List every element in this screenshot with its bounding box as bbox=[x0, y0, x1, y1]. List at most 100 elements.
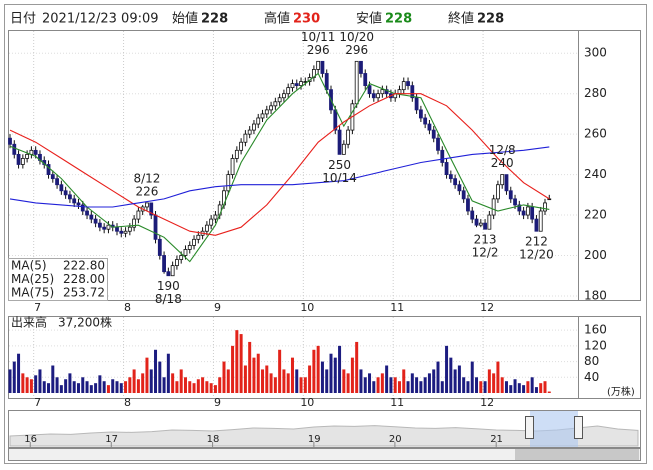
candle-body bbox=[157, 238, 162, 256]
volume-bar bbox=[196, 379, 200, 393]
volume-bar bbox=[526, 381, 530, 393]
scrollbar[interactable] bbox=[8, 448, 641, 461]
candle-body bbox=[371, 93, 376, 99]
candle-body bbox=[461, 190, 466, 200]
volume-bar bbox=[231, 345, 235, 393]
volume-bar bbox=[175, 381, 179, 393]
candle-body bbox=[234, 149, 239, 159]
volume-bar bbox=[256, 353, 260, 393]
volume-bar bbox=[368, 373, 372, 393]
header-low: 228 bbox=[385, 12, 412, 27]
annotation-value: 296 bbox=[345, 43, 368, 57]
candle-body bbox=[115, 226, 119, 232]
candle-body bbox=[286, 87, 291, 95]
volume-bar bbox=[278, 349, 282, 393]
volume-bar bbox=[106, 385, 110, 393]
header-high: 230 bbox=[293, 12, 320, 27]
volume-bar bbox=[111, 379, 115, 393]
candle-body bbox=[97, 222, 102, 228]
volume-bar bbox=[81, 377, 85, 393]
navigator-handle-right[interactable] bbox=[574, 416, 583, 439]
volume-bar bbox=[517, 383, 521, 393]
volume-bar bbox=[128, 377, 132, 393]
candle-body bbox=[196, 234, 201, 240]
header-close: 228 bbox=[477, 12, 504, 27]
volume-bar bbox=[427, 373, 431, 393]
x-tick-label: 9 bbox=[214, 301, 221, 314]
volume-bar bbox=[265, 365, 269, 393]
candle-body bbox=[63, 190, 68, 196]
volume-bar bbox=[496, 361, 500, 393]
volume-bar bbox=[500, 377, 504, 393]
candle-body bbox=[247, 129, 252, 135]
annotation-value: 250 bbox=[328, 158, 351, 172]
volume-bar bbox=[132, 369, 136, 393]
candle-body bbox=[8, 137, 12, 145]
volume-bar bbox=[389, 377, 393, 393]
volume-bar bbox=[218, 377, 222, 393]
volume-bar bbox=[363, 377, 367, 393]
legend-box bbox=[8, 258, 108, 301]
volume-bar bbox=[273, 377, 277, 393]
annotation-value: 226 bbox=[136, 184, 159, 198]
candle-body bbox=[145, 202, 149, 208]
x-tick-label: 12 bbox=[480, 301, 494, 314]
candle-body bbox=[243, 133, 248, 143]
candle-body bbox=[170, 265, 175, 277]
candle-body bbox=[50, 174, 55, 180]
y-tick-label: 120 bbox=[584, 338, 607, 352]
candle-body bbox=[68, 194, 72, 200]
volume-bar bbox=[171, 373, 175, 393]
y-tick-label: 280 bbox=[584, 86, 607, 100]
candle-body bbox=[530, 206, 535, 220]
volume-bar bbox=[38, 369, 42, 393]
candle-body bbox=[427, 123, 432, 131]
volume-current: 37,200株 bbox=[58, 315, 112, 330]
candle-body bbox=[102, 226, 107, 230]
candle-body bbox=[204, 224, 209, 232]
header-label: 高値 bbox=[264, 11, 290, 27]
candle-body bbox=[543, 202, 547, 212]
x-tick-label: 10 bbox=[300, 396, 314, 409]
candle-body bbox=[123, 230, 128, 234]
annotation-date: 12/2 bbox=[472, 246, 499, 260]
candle-body bbox=[209, 218, 214, 226]
volume-bar bbox=[522, 385, 526, 393]
candle-body bbox=[406, 81, 410, 87]
candle-body bbox=[299, 81, 303, 87]
candle-body bbox=[264, 109, 269, 115]
y-tick-label: 180 bbox=[584, 288, 607, 302]
navigator-selection[interactable] bbox=[530, 411, 578, 447]
volume-bar bbox=[299, 377, 303, 393]
x-tick-label: 8 bbox=[124, 301, 131, 314]
candle-body bbox=[46, 164, 51, 176]
volume-bar bbox=[359, 369, 363, 393]
volume-bar bbox=[303, 377, 307, 393]
volume-bar bbox=[432, 369, 436, 393]
candle-body bbox=[337, 129, 342, 155]
candle-body bbox=[290, 83, 295, 89]
volume-bar bbox=[188, 381, 192, 393]
candle-body bbox=[496, 184, 500, 200]
volume-bar bbox=[25, 377, 29, 393]
annotation-date: 12/20 bbox=[519, 248, 554, 262]
volume-bar bbox=[149, 369, 153, 393]
candle-body bbox=[453, 178, 458, 186]
navigator-handle-left[interactable] bbox=[525, 416, 534, 439]
candle-body bbox=[239, 141, 244, 151]
y-tick-label: 200 bbox=[584, 248, 607, 262]
volume-bar bbox=[509, 385, 513, 393]
candle-body bbox=[457, 184, 462, 192]
ma-line bbox=[9, 93, 550, 236]
volume-bar bbox=[397, 381, 401, 393]
candle-body bbox=[517, 204, 522, 212]
candle-body bbox=[333, 109, 338, 131]
candle-body bbox=[384, 89, 389, 95]
scrollbar-thumb[interactable] bbox=[515, 449, 639, 460]
volume-bar bbox=[282, 369, 286, 393]
volume-bar bbox=[102, 381, 106, 393]
volume-bar bbox=[320, 361, 324, 393]
volume-unit: (万株) bbox=[607, 385, 635, 398]
candle-body bbox=[504, 174, 509, 192]
